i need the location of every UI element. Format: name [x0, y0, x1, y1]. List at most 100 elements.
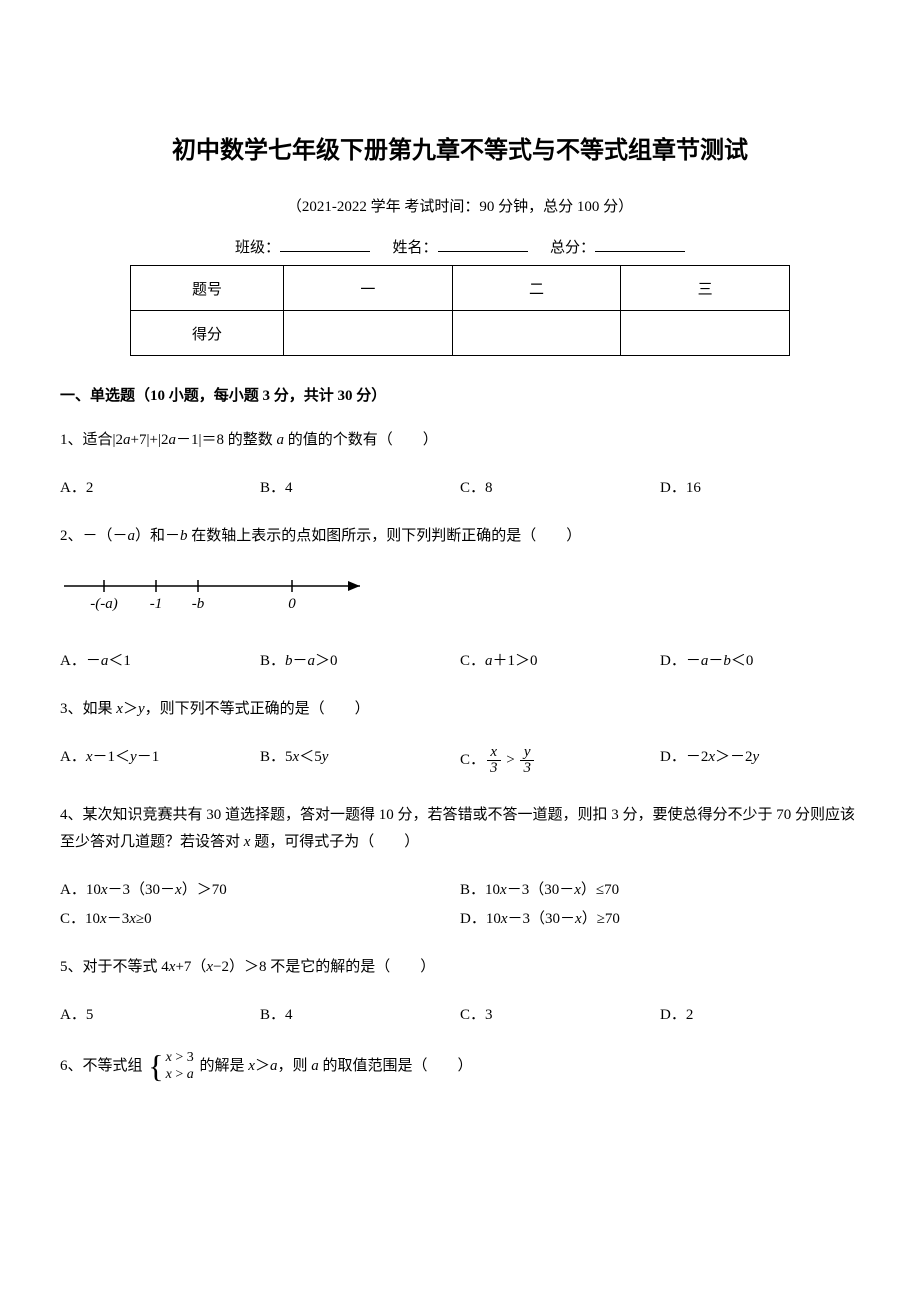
score-table: 题号 一 二 三 得分	[130, 265, 790, 356]
frac-den: 3	[520, 761, 534, 776]
q3-opt-a[interactable]: A．x－1＜y－1	[60, 741, 260, 780]
q5-opt-b[interactable]: B．4	[260, 999, 460, 1028]
fraction: x3	[487, 745, 501, 776]
q3-opt-c[interactable]: C．x3 > y3	[460, 741, 660, 780]
var-a: a	[485, 653, 493, 669]
q4-text: 4、某次知识竞赛共有 30 道选择题，答对一题得 10 分，若答错或不答一道题，…	[60, 807, 855, 850]
var-x: x	[248, 1058, 255, 1074]
cell-score1[interactable]	[284, 311, 453, 356]
txt: >	[172, 1067, 187, 1082]
txt: B．5	[260, 749, 293, 765]
question-1: 1、适合|2a+7|+|2a－1|＝8 的整数 a 的值的个数有（ ）	[60, 427, 860, 454]
var-x: x	[175, 882, 182, 898]
q5-opt-a[interactable]: A．5	[60, 999, 260, 1028]
q2-opt-c[interactable]: C．a＋1＞0	[460, 645, 660, 674]
txt: C．10	[60, 911, 100, 927]
q1-opt-c[interactable]: C．8	[460, 472, 660, 501]
txt: －3	[107, 911, 130, 927]
q5-text: 5、对于不等式 4	[60, 959, 169, 975]
var-a: a	[123, 432, 131, 448]
txt: ＜0	[731, 653, 754, 669]
q2-opt-d[interactable]: D．－a－b＜0	[660, 645, 860, 674]
frac-num: x	[487, 745, 501, 761]
svg-text:-b: -b	[192, 596, 205, 612]
var-a: a	[308, 653, 316, 669]
table-row: 题号 一 二 三	[131, 266, 790, 311]
var-x: x	[708, 749, 715, 765]
q6-text: ，则	[277, 1058, 311, 1074]
q5-text: −2）＞8 不是它的解的是（ ）	[213, 959, 435, 975]
brace-line2: x > a	[166, 1067, 194, 1084]
var-x: x	[575, 911, 582, 927]
var-a: a	[276, 432, 284, 448]
q4-opt-c[interactable]: C．10x－3x≥0	[60, 903, 460, 932]
var-a: a	[187, 1067, 194, 1082]
q5-options: A．5 B．4 C．3 D．2	[60, 999, 860, 1028]
q3-opt-d[interactable]: D．－2x＞－2y	[660, 741, 860, 780]
txt: －3（30－	[508, 911, 576, 927]
q3-text: ＞	[123, 701, 138, 717]
q2-opt-a[interactable]: A．－a＜1	[60, 645, 260, 674]
doc-title: 初中数学七年级下册第九章不等式与不等式组章节测试	[60, 130, 860, 165]
class-label: 班级：	[235, 240, 280, 256]
brace-line1: x > 3	[166, 1050, 194, 1067]
frac-num: y	[520, 745, 534, 761]
number-line-svg: -(-a)-1-b0	[60, 568, 380, 622]
total-label: 总分：	[550, 240, 595, 256]
q4-text: 题，可得式子为（ ）	[250, 834, 419, 850]
q4-opt-b[interactable]: B．10x－3（30－x）≤70	[460, 874, 860, 903]
cell-col3: 三	[621, 266, 790, 311]
svg-text:0: 0	[288, 596, 296, 612]
q5-opt-d[interactable]: D．2	[660, 999, 860, 1028]
txt: ≥0	[136, 911, 152, 927]
txt: D．－2	[660, 749, 708, 765]
frac-den: 3	[487, 761, 501, 776]
fraction: y3	[520, 745, 534, 776]
total-blank[interactable]	[595, 236, 685, 252]
q3-text: ，则下列不等式正确的是（ ）	[145, 701, 370, 717]
var-x: x	[129, 911, 136, 927]
var-x: x	[101, 882, 108, 898]
var-x: x	[500, 882, 507, 898]
q3-options: A．x－1＜y－1 B．5x＜5y C．x3 > y3 D．－2x＞－2y	[60, 741, 860, 780]
q1-text: －1|＝8 的整数	[176, 432, 277, 448]
q2-opt-b[interactable]: B．b－a＞0	[260, 645, 460, 674]
class-blank[interactable]	[280, 236, 370, 252]
cell-col2: 二	[452, 266, 621, 311]
cell-header-num: 题号	[131, 266, 284, 311]
txt: B．10	[460, 882, 500, 898]
q5-opt-c[interactable]: C．3	[460, 999, 660, 1028]
var-b: b	[180, 528, 188, 544]
cell-col1: 一	[284, 266, 453, 311]
txt: ＞－2	[715, 749, 753, 765]
var-a: a	[168, 432, 176, 448]
q3-opt-b[interactable]: B．5x＜5y	[260, 741, 460, 780]
q1-text: +7|+|2	[131, 432, 169, 448]
q1-text: 的值的个数有（ ）	[284, 432, 438, 448]
q6-text: ＞	[255, 1058, 270, 1074]
cell-score2[interactable]	[452, 311, 621, 356]
question-4: 4、某次知识竞赛共有 30 道选择题，答对一题得 10 分，若答错或不答一道题，…	[60, 802, 860, 856]
q4-opt-d[interactable]: D．10x－3（30－x）≥70	[460, 903, 860, 932]
q2-text: 2、－（－	[60, 528, 128, 544]
txt: B．	[260, 653, 285, 669]
exam-meta: （2021-2022 学年 考试时间：90 分钟，总分 100 分）	[60, 195, 860, 216]
q1-opt-d[interactable]: D．16	[660, 472, 860, 501]
txt: D．－	[660, 653, 701, 669]
svg-text:-(-a): -(-a)	[90, 596, 117, 612]
txt: A．10	[60, 882, 101, 898]
txt: －1	[137, 749, 160, 765]
name-blank[interactable]	[438, 236, 528, 252]
q4-opt-a[interactable]: A．10x－3（30－x）＞70	[60, 874, 460, 903]
question-6: 6、不等式组 { x > 3 x > a 的解是 x＞a，则 a 的取值范围是（…	[60, 1050, 860, 1084]
q6-text: 6、不等式组	[60, 1058, 143, 1074]
txt: －	[708, 653, 723, 669]
question-5: 5、对于不等式 4x+7（x−2）＞8 不是它的解的是（ ）	[60, 954, 860, 981]
txt: C．	[460, 653, 485, 669]
txt: D．10	[460, 911, 501, 927]
cell-score3[interactable]	[621, 311, 790, 356]
q6-text: 的取值范围是（ ）	[319, 1058, 473, 1074]
q1-opt-a[interactable]: A．2	[60, 472, 260, 501]
q1-opt-b[interactable]: B．4	[260, 472, 460, 501]
txt: A．－	[60, 653, 101, 669]
